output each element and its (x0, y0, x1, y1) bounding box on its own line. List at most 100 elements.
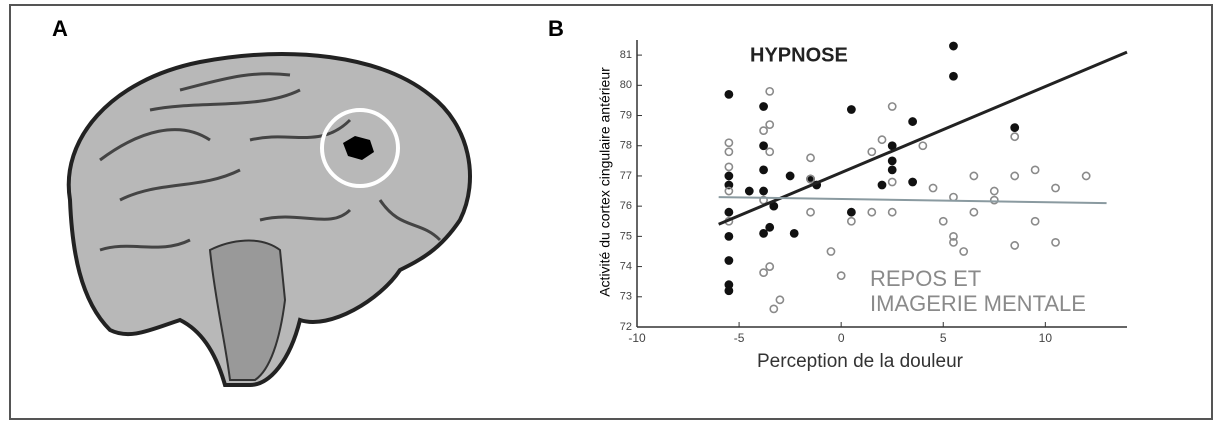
y-tick-label: 80 (620, 79, 632, 91)
point (724, 186, 734, 196)
x-tick-label: 0 (838, 331, 845, 345)
point (744, 186, 754, 196)
point (765, 147, 775, 157)
point (908, 177, 918, 187)
point (877, 180, 887, 190)
point (938, 216, 948, 226)
point (887, 141, 897, 151)
regression-line (718, 50, 1128, 226)
point (724, 147, 734, 157)
point (826, 247, 836, 256)
y-tick-label: 76 (620, 200, 632, 212)
point (989, 186, 999, 196)
point (759, 186, 768, 196)
point (1051, 183, 1060, 193)
point (724, 180, 734, 190)
brain-image (66, 52, 472, 387)
point (759, 126, 768, 136)
point (908, 117, 918, 126)
annotation: IMAGERIE MENTALE (870, 291, 1086, 316)
point (769, 304, 779, 314)
scatter-plot: Activité du cortex cingulaire antérieur … (597, 67, 964, 372)
point (959, 247, 969, 256)
y-tick-label: 79 (620, 109, 632, 121)
point (989, 195, 999, 205)
point (918, 141, 928, 151)
point (1051, 238, 1060, 247)
point (949, 231, 958, 241)
point (969, 171, 979, 181)
point (887, 156, 897, 166)
point (949, 71, 958, 81)
region-circle (320, 108, 400, 188)
x-tick-label: 10 (1039, 331, 1053, 345)
activation-spot (343, 136, 374, 160)
point (836, 271, 846, 281)
x-axis-title: Perception de la douleur (757, 351, 964, 372)
point (765, 120, 775, 129)
y-tick-label: 74 (620, 260, 632, 272)
panel-label: B (548, 16, 564, 41)
point (724, 162, 734, 172)
point (759, 165, 768, 175)
y-tick-label: 73 (620, 291, 632, 303)
point (867, 207, 877, 217)
point (806, 153, 815, 163)
point (887, 177, 897, 187)
point (1010, 241, 1020, 250)
point (724, 89, 734, 99)
y-tick-label: 81 (620, 49, 632, 61)
y-tick-label: 78 (620, 140, 632, 152)
brainstem (208, 239, 287, 381)
point (969, 207, 979, 217)
point (759, 102, 768, 111)
point (724, 171, 734, 181)
point (724, 286, 734, 296)
point (724, 207, 734, 217)
point (1010, 171, 1020, 181)
point (1010, 132, 1020, 142)
y-tick-label: 77 (620, 170, 632, 182)
x-tick-label: -5 (734, 331, 745, 345)
point (765, 262, 775, 271)
x-tick-label: -10 (628, 331, 646, 345)
annotation: HYPNOSE (750, 44, 848, 66)
point (724, 256, 734, 265)
point (928, 183, 938, 193)
point (724, 231, 734, 241)
point (949, 41, 958, 51)
point (949, 238, 958, 247)
point (846, 207, 856, 217)
point (887, 102, 897, 111)
y-axis-title: Activité du cortex cingulaire antérieur (597, 67, 613, 297)
point (785, 171, 795, 181)
point (806, 174, 815, 184)
point (775, 295, 785, 305)
point (765, 86, 775, 96)
brain-sulci (99, 72, 442, 252)
point (887, 207, 897, 217)
point (877, 135, 887, 145)
point (759, 141, 768, 151)
point (806, 207, 815, 217)
y-tick-label: 72 (620, 321, 632, 333)
annotation: REPOS ET (870, 266, 981, 291)
point (1081, 171, 1091, 181)
panel-label: A (52, 16, 68, 41)
point (759, 268, 768, 278)
point (867, 147, 877, 157)
point (846, 105, 856, 114)
point (1010, 123, 1020, 133)
point (759, 228, 768, 238)
regression-line (718, 196, 1107, 205)
point (1030, 165, 1040, 175)
x-tick-label: 5 (940, 331, 947, 345)
point (789, 228, 799, 238)
point (1030, 216, 1040, 226)
point (887, 165, 897, 175)
point (846, 216, 856, 226)
y-tick-label: 75 (620, 230, 632, 242)
point (765, 222, 775, 232)
point (724, 138, 734, 148)
